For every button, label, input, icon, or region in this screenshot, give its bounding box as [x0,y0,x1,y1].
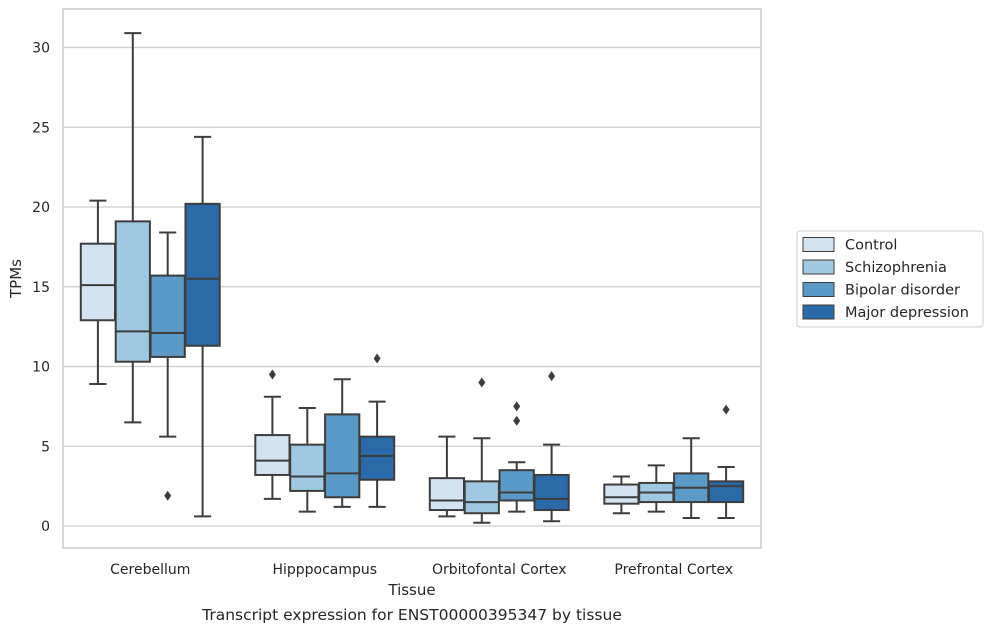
y-tick-label: 20 [32,200,50,216]
box-iqr [289,443,326,492]
box [673,437,710,520]
box [707,404,745,520]
y-axis-label: TPMs [7,259,25,299]
box [638,464,675,513]
legend: Control Schizophrenia Bipolar disorder Majo… [796,230,984,328]
x-tick-label: Orbitofontal Cortex [432,562,567,578]
box-iqr [358,435,396,481]
outlier-point [513,415,521,426]
legend-swatch [802,282,835,297]
box-iqr [324,413,361,499]
outlier-point [164,490,172,501]
outlier-point [478,377,486,388]
box-iqr [533,473,570,512]
x-tick-label: Cerebellum [110,562,190,578]
box-iqr [463,480,500,515]
box [603,475,640,515]
legend-frame [796,230,984,328]
y-tick-label: 25 [32,120,50,136]
outlier-point [722,404,730,415]
legend-entry: Bipolar disorder [845,283,960,299]
y-tick-label: 10 [32,360,50,376]
box-iqr [114,220,151,363]
box [533,371,570,523]
box [114,32,151,424]
box-iqr [79,242,117,322]
x-tick-labels: Cerebellum Hipppocampus Orbitofontal Corte… [110,562,733,578]
legend-entry: Control [845,238,897,254]
box [463,377,500,524]
legend-swatch [802,237,835,252]
legend-entry: Major depression [845,305,969,321]
plot-frame [62,8,762,549]
box-series [79,32,745,524]
legend-swatch [802,259,835,275]
chart-caption: Transcript expression for ENST0000039534… [202,606,622,624]
x-tick-label: Hipppocampus [272,562,377,578]
box-iqr [603,483,640,505]
box-iqr [184,202,221,347]
box [149,231,186,501]
box [428,435,466,518]
box [324,378,361,508]
y-tick-labels: 0 5 10 15 20 25 30 [32,41,50,536]
box-iqr [498,469,535,502]
x-tick-label: Prefrontal Cortex [614,562,733,578]
legend-entry: Schizophrenia [845,260,947,276]
outlier-point [513,401,521,412]
box-iqr [428,477,466,512]
y-tick-label: 5 [41,439,50,455]
x-axis-label: Tissue [387,581,435,599]
box [254,369,291,500]
outlier-point [373,353,381,364]
outlier-point [548,371,556,382]
box [79,199,117,386]
box-iqr [707,480,745,504]
box [289,406,326,513]
legend-swatch [802,304,835,320]
y-tick-label: 0 [41,519,50,535]
y-tick-label: 15 [32,280,50,296]
box [184,135,221,518]
box [498,401,535,513]
box [358,353,396,508]
box-iqr [254,434,291,476]
y-tick-label: 30 [32,41,50,57]
box-iqr [149,274,186,358]
outlier-point [268,369,276,380]
